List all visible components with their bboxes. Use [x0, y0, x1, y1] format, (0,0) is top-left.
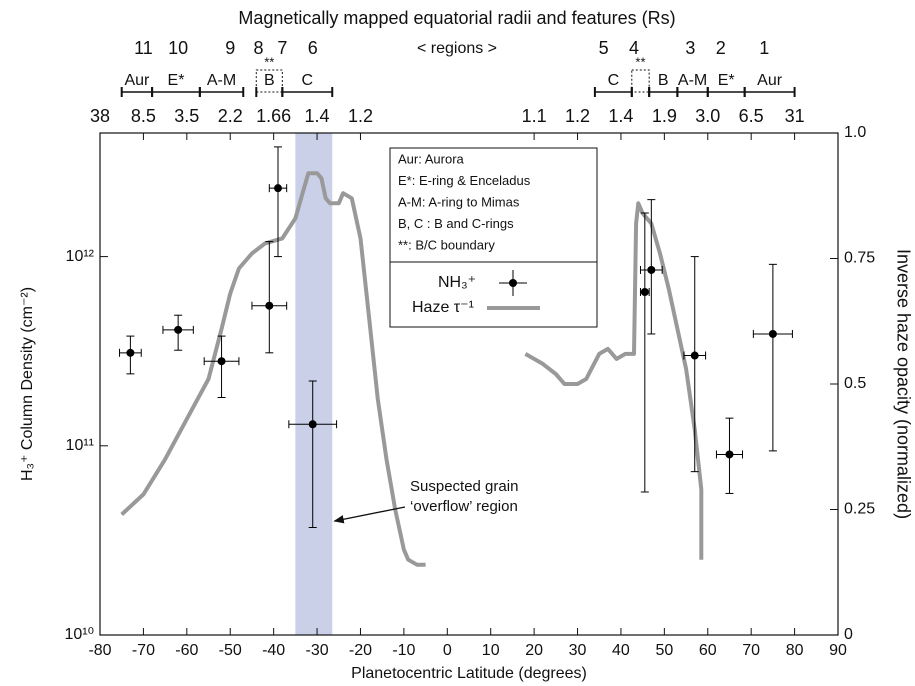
region-label: E*: [718, 72, 735, 89]
data-point: [126, 348, 135, 357]
x2-tick-label: 31: [785, 106, 805, 126]
x-tick-label: -40: [262, 642, 285, 659]
background-layer: [295, 133, 333, 635]
data-point: [273, 184, 282, 193]
x2-tick-label: 38: [90, 106, 110, 126]
legend-swatch: [509, 279, 517, 287]
x-tick-label: -50: [219, 642, 242, 659]
x-tick-label: 0: [443, 642, 452, 659]
data-point: [174, 325, 183, 334]
data-point: [217, 357, 226, 366]
data-point: [308, 420, 317, 429]
region-note: **: [635, 54, 645, 69]
data-point: [768, 329, 777, 338]
region-label: C: [608, 72, 620, 89]
region-label: A-M: [678, 72, 707, 89]
y2-tick-label: 0: [844, 626, 853, 643]
x-tick-label: 80: [786, 642, 804, 659]
y2-tick-label: 1.0: [844, 124, 866, 141]
data-point: [725, 450, 734, 459]
region-number: 4: [629, 38, 639, 58]
y2-tick-label: 0.25: [844, 501, 875, 518]
legend-box: [389, 147, 598, 328]
x2-tick-label: 2.2: [218, 106, 243, 126]
x-tick-label: -70: [132, 642, 155, 659]
data-point: [640, 287, 649, 296]
x-tick-label: 10: [482, 642, 500, 659]
region-number: 1: [759, 38, 769, 58]
region-label: Aur: [124, 72, 150, 89]
x-tick-label: -30: [305, 642, 328, 659]
x-tick-label: 60: [699, 642, 717, 659]
legend-note: **: B/C boundary: [398, 237, 495, 252]
regions-label: < regions >: [417, 40, 497, 57]
x2-tick-label: 3.0: [695, 106, 720, 126]
region-number: 7: [277, 38, 287, 58]
legend-label: Haze τ⁻¹: [412, 299, 474, 316]
x2-tick-label: 1.66: [256, 106, 291, 126]
region-label: C: [302, 72, 314, 89]
legend-note: Aur: Aurora: [398, 151, 465, 166]
chart-title: Magnetically mapped equatorial radii and…: [238, 8, 675, 28]
legend: [389, 147, 598, 328]
y2-tick-label: 0.75: [844, 250, 875, 267]
y2-axis-label: Inverse haze opacity (normalized): [893, 249, 913, 519]
annotation-text: Suspected grain: [410, 478, 518, 495]
region-dotted: [255, 69, 283, 93]
x2-tick-label: 3.5: [174, 106, 199, 126]
annotation-arrow: [333, 506, 406, 524]
y-axis-label: H₃⁺ Column Density (cm⁻²): [19, 287, 36, 481]
region-dotted: [631, 69, 650, 93]
x2-tick-label: 1.4: [305, 106, 330, 126]
region-number: 5: [599, 38, 609, 58]
region-note: **: [264, 54, 274, 69]
x-tick-label: 70: [742, 642, 760, 659]
x2-tick-label: 1.2: [565, 106, 590, 126]
x2-tick-label: 1.4: [608, 106, 633, 126]
x-tick-label: -80: [88, 642, 111, 659]
x-tick-label: 30: [569, 642, 587, 659]
x-tick-label: 90: [829, 642, 847, 659]
legend-note: B, C : B and C-rings: [398, 216, 514, 231]
x-tick-label: 40: [612, 642, 630, 659]
region-number: 9: [225, 38, 235, 58]
x2-tick-label: 1.1: [522, 106, 547, 126]
x-tick-label: -20: [349, 642, 372, 659]
annotation-text: ‘overflow’ region: [410, 498, 518, 515]
haze-line: [120, 171, 704, 567]
y-tick-label: 10¹²: [66, 248, 95, 265]
x-tick-label: -10: [392, 642, 415, 659]
y-tick-label: 10¹¹: [66, 437, 94, 454]
x2-tick-label: 1.2: [348, 106, 373, 126]
x-tick-label: 50: [655, 642, 673, 659]
highlight-band: [295, 133, 333, 635]
x-axis-label: Planetocentric Latitude (degrees): [351, 665, 587, 682]
x2-tick-label: 6.5: [739, 106, 764, 126]
x-tick-label: 20: [525, 642, 543, 659]
region-number: 2: [716, 38, 726, 58]
region-label: Aur: [757, 72, 783, 89]
x2-tick-label: 1.9: [652, 106, 677, 126]
region-number: 8: [253, 38, 263, 58]
x-tick-label: -60: [175, 642, 198, 659]
legend-note: A-M: A-ring to Mimas: [398, 194, 520, 209]
legend-label: NH₃⁺: [438, 274, 476, 291]
region-number: 10: [168, 38, 188, 58]
region-number: 3: [685, 38, 695, 58]
data-point: [690, 351, 699, 360]
data-point: [265, 301, 274, 310]
region-label: A-M: [207, 72, 236, 89]
region-number: 6: [308, 38, 318, 58]
y-tick-label: 10¹⁰: [64, 626, 94, 643]
x2-tick-label: 8.5: [131, 106, 156, 126]
y2-tick-label: 0.5: [844, 375, 866, 392]
legend-note: E*: E-ring & Enceladus: [398, 173, 531, 188]
region-label: E*: [168, 72, 185, 89]
data-point: [647, 265, 656, 274]
region-label: B: [658, 72, 669, 89]
region-number: 11: [134, 38, 153, 58]
region-label: B: [264, 72, 275, 89]
